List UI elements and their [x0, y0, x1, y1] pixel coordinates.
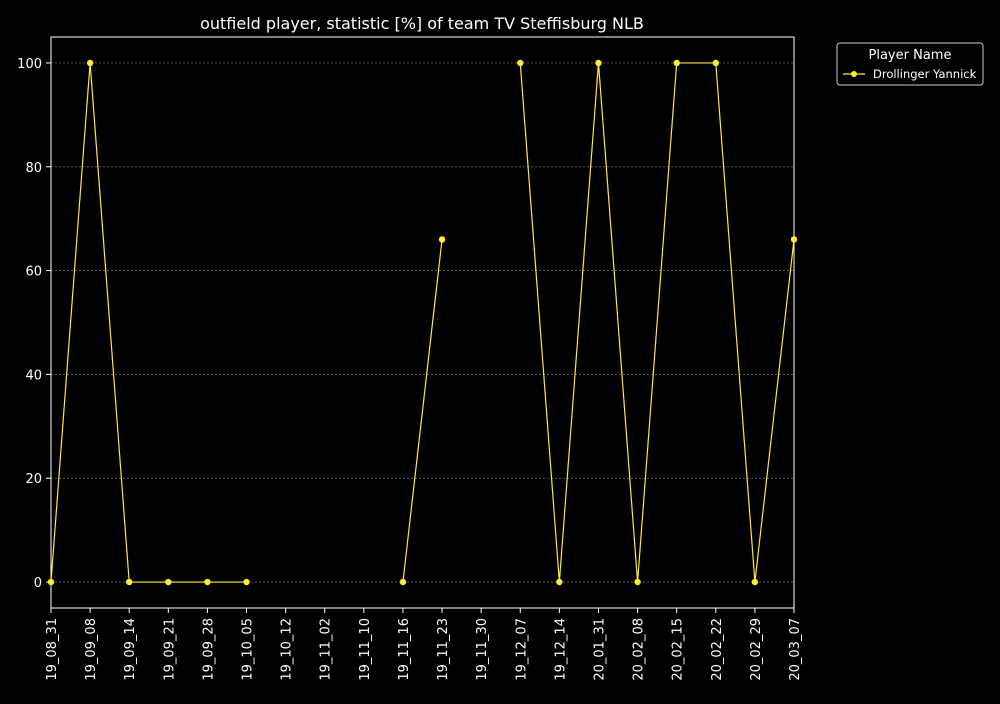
legend-title: Player Name — [869, 48, 952, 63]
x-tick-label: 20_02_29 — [749, 618, 764, 681]
y-tick-label: 60 — [25, 265, 42, 280]
y-tick-label: 20 — [25, 472, 42, 487]
legend-label: Drollinger Yannick — [873, 67, 977, 81]
x-tick-label: 20_02_22 — [710, 618, 725, 681]
x-tick-label: 19_11_30 — [475, 618, 490, 681]
y-tick-label: 0 — [34, 576, 42, 591]
data-point — [204, 578, 211, 586]
y-tick-label: 80 — [25, 161, 42, 176]
series-line — [519, 62, 795, 583]
legend: Player Name Drollinger Yannick — [836, 42, 984, 86]
data-point — [243, 578, 250, 586]
x-tick-label: 19_09_08 — [84, 618, 99, 681]
x-tick-label: 20_03_07 — [788, 618, 803, 681]
x-tick-label: 19_11_16 — [397, 618, 412, 681]
data-point — [86, 59, 94, 67]
x-tick-label: 19_09_14 — [123, 618, 138, 681]
x-tick-label: 20_01_31 — [592, 618, 607, 681]
x-tick-label: 19_12_14 — [553, 618, 568, 681]
x-tick-label: 19_11_02 — [319, 618, 334, 681]
x-tick-label: 19_12_07 — [514, 618, 529, 681]
data-point — [634, 578, 641, 586]
y-tick-label: 40 — [25, 368, 42, 383]
chart-title: outfield player, statistic [%] of team T… — [200, 14, 644, 33]
x-tick-label: 19_10_12 — [280, 618, 295, 681]
x-tick-label: 19_11_10 — [358, 618, 373, 681]
data-point — [399, 578, 407, 586]
legend-box — [836, 42, 984, 86]
x-tick-label: 20_02_08 — [632, 618, 647, 681]
y-tick-label: 100 — [17, 57, 42, 72]
data-point — [47, 578, 55, 586]
series — [47, 59, 798, 586]
legend-marker — [851, 71, 857, 77]
data-point — [165, 578, 172, 586]
series-line — [50, 62, 247, 583]
data-point — [712, 59, 719, 67]
data-point — [126, 578, 133, 586]
data-point — [751, 578, 759, 586]
data-point — [673, 59, 680, 67]
x-tick-label: 19_09_28 — [201, 618, 216, 681]
data-point — [595, 59, 602, 67]
plot-frame — [50, 36, 795, 609]
data-point — [438, 236, 446, 243]
x-tick-label: 19_09_21 — [162, 618, 177, 681]
data-point — [517, 59, 524, 67]
data-point — [556, 578, 563, 586]
x-tick-label: 19_10_05 — [241, 618, 256, 681]
x-tick-label: 19_08_31 — [45, 618, 60, 681]
x-tick-label: 19_11_23 — [436, 618, 451, 681]
data-point — [790, 236, 798, 243]
axes: 0 20 40 60 80 100 19_08_31 19_09_08 19_09_14 19_0… — [17, 36, 803, 681]
x-tick-label: 20_02_15 — [671, 618, 686, 681]
series-line — [402, 239, 443, 583]
